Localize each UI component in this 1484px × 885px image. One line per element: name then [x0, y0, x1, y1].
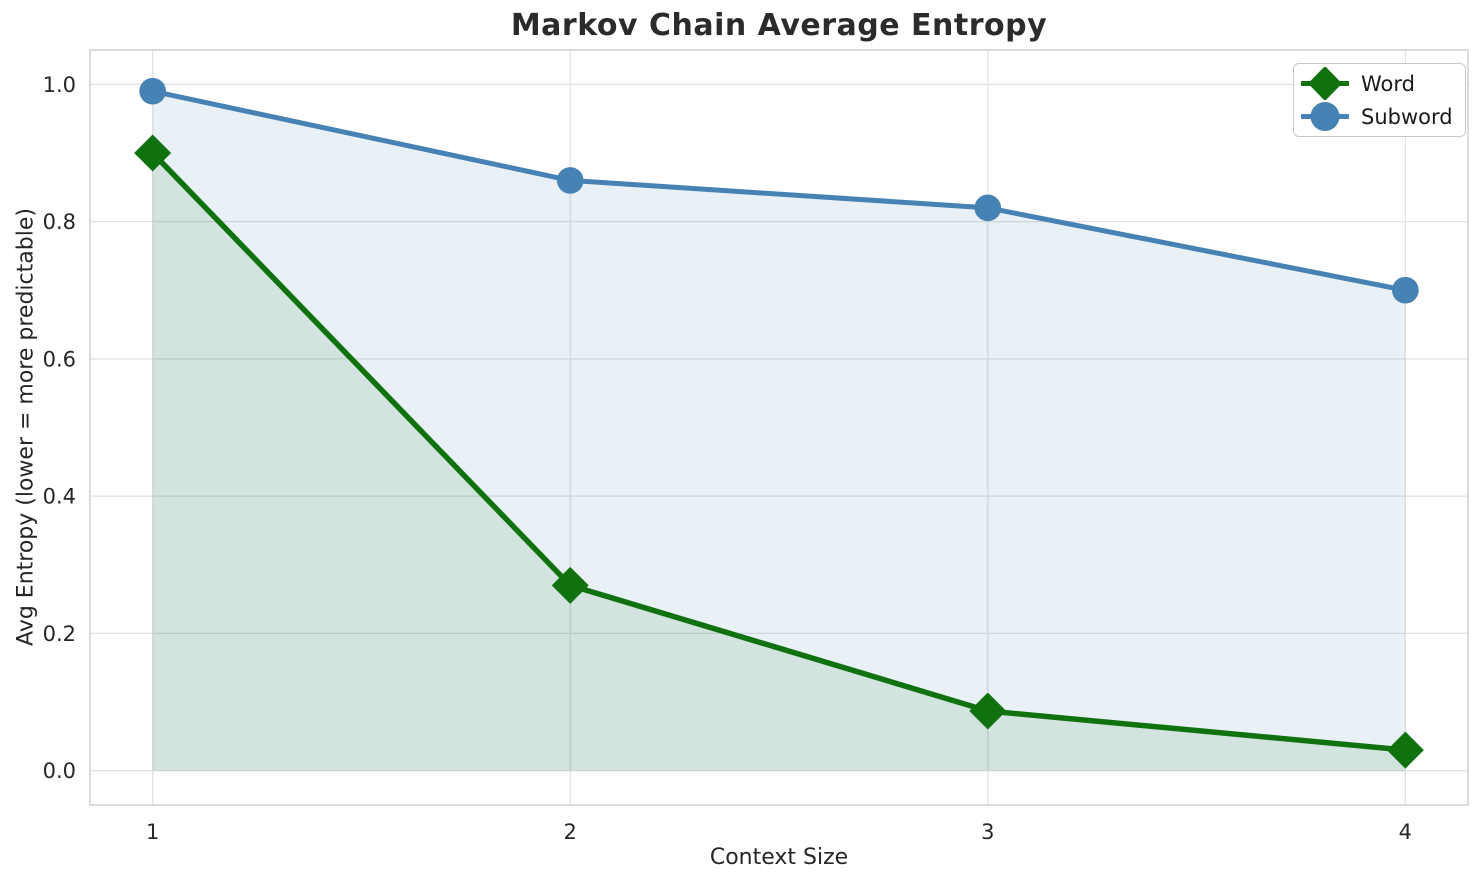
legend: Word Subword: [1293, 63, 1466, 137]
word-series-marker-icon: [1301, 67, 1349, 100]
y-tick-label: 0.2: [43, 622, 76, 646]
x-tick-label: 3: [981, 820, 994, 844]
data-point-subword-x1: [139, 77, 166, 105]
y-axis-label: Avg Entropy (lower = more predictable): [13, 208, 39, 646]
y-tick-label: 0.6: [43, 347, 76, 371]
legend-label-subword: Subword: [1361, 104, 1453, 129]
chart-title: Markov Chain Average Entropy: [510, 8, 1048, 43]
y-tick-label: 0.8: [43, 210, 76, 234]
y-tick-label: 1.0: [43, 73, 76, 97]
legend-item-word: Word: [1301, 67, 1453, 100]
x-tick-label: 1: [146, 820, 159, 844]
data-point-subword-x4: [1392, 276, 1419, 304]
plot-border: [89, 49, 1469, 806]
legend-label-word: Word: [1361, 71, 1415, 96]
data-point-subword-x3: [974, 194, 1002, 222]
x-axis-label: Context Size: [709, 845, 849, 870]
data-point-word-x1: [134, 134, 172, 172]
area-fill-word: [152, 152, 1406, 771]
x-tick-label: 2: [564, 820, 577, 844]
data-point-word-x4: [1386, 731, 1424, 769]
data-point-subword-x2: [556, 167, 584, 194]
diamond-icon: [1308, 67, 1342, 100]
area-fill-subword: [152, 91, 1406, 771]
data-point-word-x3: [969, 692, 1007, 730]
circle-icon: [1310, 102, 1340, 131]
series-line-subword: [150, 88, 1408, 293]
legend-item-subword: Subword: [1301, 100, 1453, 133]
y-tick-label: 0.0: [43, 759, 76, 783]
subword-series-marker-icon: [1301, 102, 1349, 131]
x-tick-label: 4: [1399, 820, 1412, 844]
y-tick-label: 0.4: [43, 485, 76, 509]
series-line-word: [149, 150, 1409, 753]
data-point-word-x2: [551, 566, 589, 604]
